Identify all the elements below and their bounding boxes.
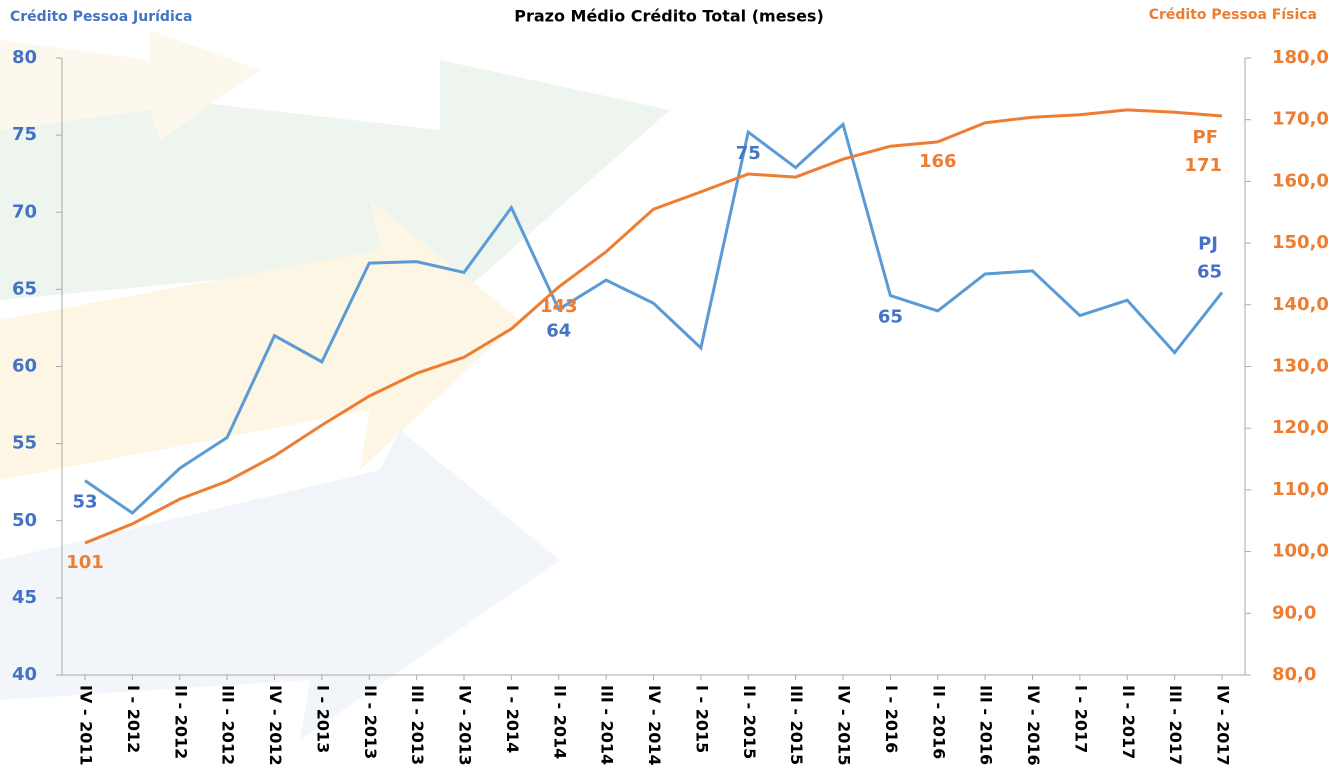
x-tick-label: I - 2015	[692, 685, 711, 753]
page: Prazo Médio Crédito Total (meses) Crédit…	[0, 0, 1335, 776]
x-tick-label: I - 2012	[124, 685, 143, 753]
data-label: 166	[919, 151, 957, 172]
y2-tick-label: 110,0	[1272, 479, 1329, 500]
data-label: 65	[878, 307, 903, 328]
x-tick-label: II - 2016	[929, 685, 948, 759]
y-tick-label: 55	[12, 433, 37, 454]
x-tick-label: II - 2013	[361, 685, 380, 759]
x-tick-label: I - 2017	[1071, 685, 1090, 753]
chart: Prazo Médio Crédito Total (meses) Crédit…	[0, 0, 1335, 776]
x-tick-label: III - 2013	[408, 685, 427, 765]
x-tick-label: III - 2014	[598, 685, 617, 765]
data-label: 101	[66, 552, 104, 573]
y2-tick-label: 150,0	[1272, 232, 1329, 253]
y-tick-label: 40	[12, 664, 37, 685]
x-tick-label: I - 2016	[882, 685, 901, 753]
y2-tick-label: 160,0	[1272, 170, 1329, 191]
y2-tick-label: 120,0	[1272, 417, 1329, 438]
y-tick-label: 65	[12, 278, 37, 299]
series-name: PF	[1193, 127, 1219, 148]
x-tick-label: IV - 2012	[266, 685, 285, 766]
y2-tick-label: 100,0	[1272, 541, 1329, 562]
data-label: 53	[72, 492, 97, 513]
y-tick-label: 80	[12, 47, 37, 68]
chart-title: Prazo Médio Crédito Total (meses)	[514, 7, 824, 26]
x-tick-label: IV - 2014	[645, 685, 664, 766]
x-tick-label: IV - 2016	[1024, 685, 1043, 766]
x-tick-label: IV - 2017	[1214, 685, 1233, 766]
x-tick-label: IV - 2015	[835, 685, 854, 766]
y2-tick-label: 170,0	[1272, 109, 1329, 130]
y2-tick-label: 130,0	[1272, 356, 1329, 377]
data-label: 171	[1184, 155, 1222, 176]
x-tick-label: III - 2017	[1166, 685, 1185, 765]
data-label: 64	[546, 320, 571, 341]
x-tick-label: I - 2013	[313, 685, 332, 753]
x-tick-label: I - 2014	[503, 685, 522, 753]
x-tick-label: III - 2012	[219, 685, 238, 765]
y2-tick-label: 140,0	[1272, 294, 1329, 315]
y-tick-label: 60	[12, 356, 37, 377]
data-label: 65	[1197, 261, 1222, 282]
background-arrows	[0, 30, 670, 740]
y-axis-title: Crédito Pessoa Jurídica	[10, 9, 193, 25]
x-tick-label: III - 2015	[787, 685, 806, 765]
x-tick-label: II - 2017	[1119, 685, 1138, 759]
data-label: 75	[736, 143, 761, 164]
y-tick-label: 45	[12, 587, 37, 608]
x-tick-label: III - 2016	[977, 685, 996, 765]
y2-tick-label: 90,0	[1272, 602, 1316, 623]
x-tick-label: II - 2014	[550, 685, 569, 759]
series-name: PJ	[1198, 233, 1218, 254]
x-tick-label: II - 2012	[171, 685, 190, 759]
x-tick-label: IV - 2013	[456, 685, 475, 766]
y-tick-label: 70	[12, 201, 37, 222]
x-tick-label: II - 2015	[740, 685, 759, 759]
data-label: 143	[540, 296, 578, 317]
y-tick-label: 50	[12, 510, 37, 531]
y-tick-label: 75	[12, 124, 37, 145]
y2-tick-label: 180,0	[1272, 47, 1329, 68]
x-tick-label: IV - 2011	[77, 685, 96, 766]
y2-axis-title: Crédito Pessoa Física	[1149, 7, 1317, 23]
y2-tick-label: 80,0	[1272, 664, 1316, 685]
